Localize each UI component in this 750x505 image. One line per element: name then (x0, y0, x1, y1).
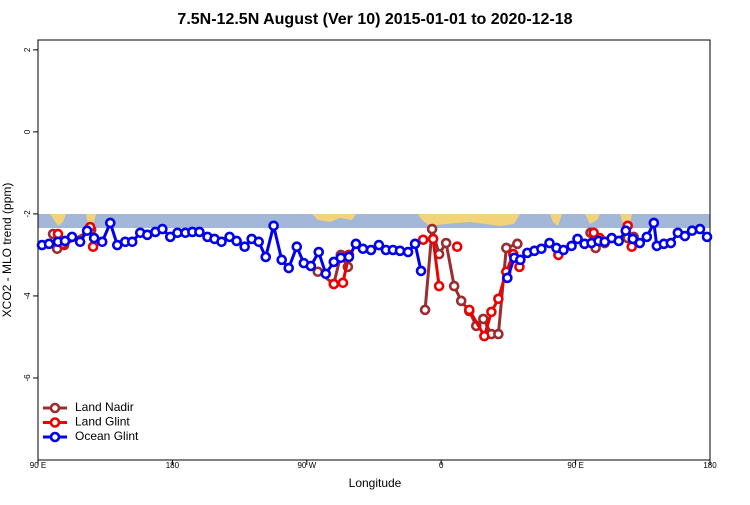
data-point (373, 239, 385, 251)
y-tick-label: -6 (23, 374, 32, 382)
x-tick-label: 180 (166, 461, 180, 470)
legend-label: Land Glint (75, 415, 130, 429)
data-point (402, 246, 414, 258)
chart-title: 7.5N-12.5N August (Ver 10) 2015-01-01 to… (177, 11, 572, 28)
data-point (701, 231, 713, 243)
data-point (96, 236, 108, 248)
data-point (502, 272, 513, 284)
y-tick-label: 2 (23, 47, 32, 52)
data-point (620, 225, 632, 237)
data-point (350, 238, 362, 250)
land-shape (50, 214, 66, 226)
data-point (253, 236, 265, 248)
data-point (544, 237, 555, 249)
data-point (87, 241, 99, 253)
data-point (455, 295, 467, 307)
x-axis-label: Longitude (349, 476, 402, 490)
data-point (493, 328, 504, 340)
data-point (427, 233, 439, 245)
data-point (463, 304, 475, 316)
data-point (479, 330, 490, 342)
land-shape (620, 214, 632, 226)
data-point (104, 217, 116, 229)
data-point (268, 220, 279, 232)
data-point (260, 251, 272, 263)
data-point (478, 313, 489, 325)
ocean-band (38, 214, 710, 228)
data-point (394, 245, 406, 257)
x-tick-label: 180 (703, 461, 717, 470)
legend-marker (49, 431, 61, 443)
land-shape (312, 214, 356, 222)
y-axis-label: XCO2 - MLO trend (ppm) (0, 183, 14, 318)
data-point (409, 238, 421, 250)
data-point (157, 223, 168, 235)
legend-marker (49, 402, 61, 414)
land-shape (585, 214, 600, 224)
data-point (648, 217, 660, 229)
data-point (81, 225, 93, 237)
data-point (451, 241, 463, 253)
data-point (276, 254, 288, 266)
y-tick-label: 0 (23, 129, 32, 134)
data-point (440, 237, 452, 249)
land-shape (550, 214, 562, 226)
legend-label: Ocean Glint (75, 429, 139, 443)
data-point (572, 233, 583, 245)
data-point (305, 260, 317, 272)
x-tick-label: 90 E (567, 461, 583, 470)
data-point (641, 231, 653, 243)
data-point (337, 277, 349, 289)
data-point (74, 236, 86, 248)
data-point (558, 244, 569, 256)
data-point (515, 254, 526, 266)
data-point (231, 235, 242, 247)
data-point (216, 236, 227, 248)
data-point (426, 223, 438, 235)
data-point (679, 230, 691, 242)
data-point (335, 252, 347, 264)
data-point (536, 243, 547, 255)
map-strip (38, 214, 710, 228)
data-point (320, 268, 332, 280)
x-tick-label: 90 E (30, 461, 46, 470)
data-point (66, 231, 78, 243)
data-point (239, 241, 250, 253)
data-point (486, 306, 497, 318)
data-point (419, 304, 431, 316)
data-point (448, 280, 460, 292)
data-point (433, 280, 445, 292)
data-point (613, 235, 625, 247)
data-point (512, 238, 523, 250)
data-point (493, 293, 504, 305)
x-tick-label: 0 (439, 461, 444, 470)
data-point (501, 242, 512, 254)
data-point (566, 240, 577, 252)
data-point (194, 226, 205, 238)
x-tick-label: 90 W (297, 461, 316, 470)
data-point (88, 232, 100, 244)
data-point (415, 265, 427, 277)
data-point (328, 278, 340, 290)
data-point (126, 236, 138, 248)
data-point (417, 234, 429, 246)
legend-marker (49, 417, 61, 428)
data-point (665, 237, 677, 249)
data-point (283, 262, 295, 274)
land-shape (418, 214, 520, 226)
legend-label: Land Nadir (75, 400, 134, 414)
data-point (313, 246, 325, 258)
data-point (291, 241, 303, 253)
data-point (365, 244, 377, 256)
data-point (357, 243, 369, 255)
data-point (343, 251, 355, 263)
y-tick-label: -4 (23, 292, 32, 300)
data-point (43, 238, 55, 250)
plot-frame (37, 39, 711, 461)
data-point (694, 223, 706, 235)
data-point (634, 237, 646, 249)
y-tick-label: -2 (23, 210, 32, 218)
